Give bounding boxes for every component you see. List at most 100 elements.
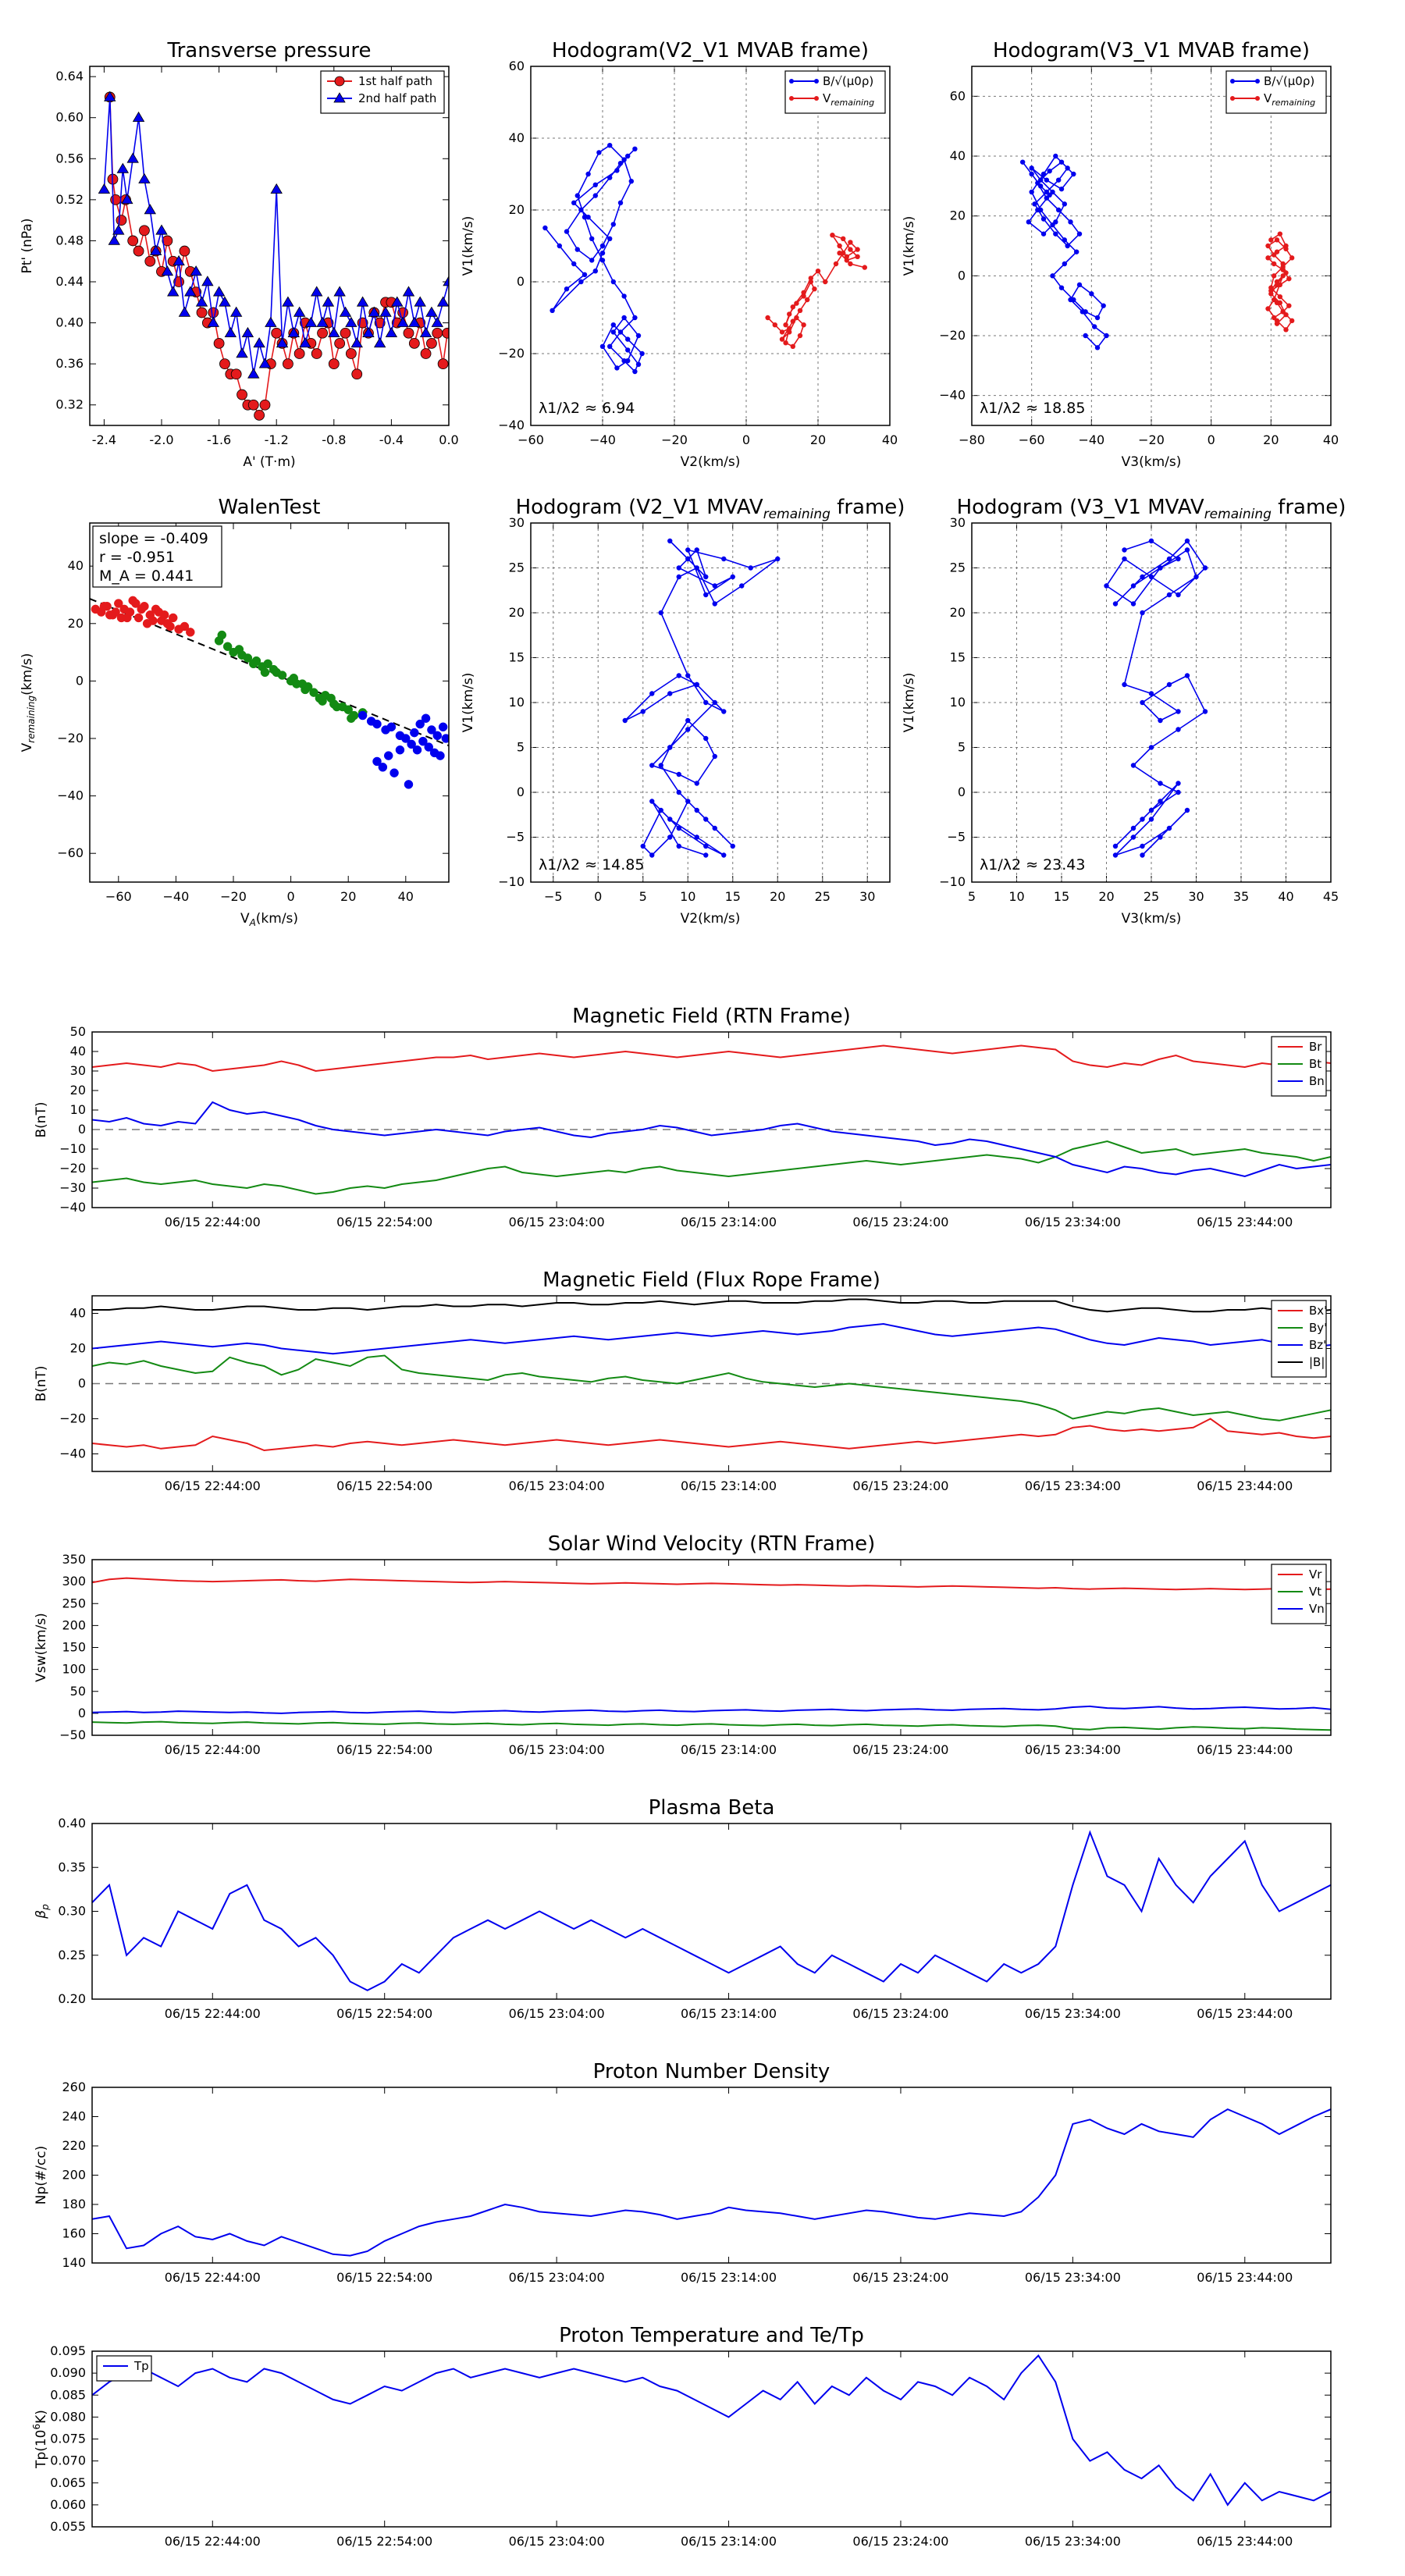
data-point bbox=[391, 296, 404, 307]
data-point bbox=[703, 574, 709, 580]
y-tick-label: 0.055 bbox=[50, 2519, 86, 2534]
y-tick-label: 60 bbox=[950, 88, 966, 103]
data-point bbox=[658, 610, 663, 616]
y-axis-label: B(nT) bbox=[34, 1101, 49, 1137]
data-point bbox=[1140, 699, 1145, 706]
x-tick-label: 06/15 23:34:00 bbox=[1025, 2534, 1121, 2549]
x-tick-label: 06/15 22:54:00 bbox=[336, 1742, 432, 1757]
data-point bbox=[397, 316, 409, 327]
data-point bbox=[1166, 681, 1172, 688]
data-point bbox=[1050, 222, 1055, 228]
plot-area bbox=[92, 1044, 1331, 1195]
legend-entry: Bz' bbox=[1309, 1338, 1326, 1352]
data-point bbox=[438, 722, 448, 732]
data-point bbox=[167, 286, 180, 297]
data-point bbox=[607, 343, 613, 349]
data-point bbox=[277, 671, 287, 680]
data-point bbox=[332, 702, 342, 712]
data-point bbox=[1166, 825, 1172, 831]
data-point bbox=[276, 337, 289, 348]
y-tick-label: −10 bbox=[939, 874, 966, 889]
x-tick-label: 06/15 22:44:00 bbox=[165, 1215, 261, 1229]
y-tick-label: 15 bbox=[509, 650, 525, 665]
x-tick-label: −80 bbox=[959, 432, 985, 447]
data-point bbox=[622, 717, 628, 724]
y-axis-label: βp bbox=[34, 1904, 51, 1920]
series-v-remaining bbox=[1265, 231, 1295, 333]
data-point bbox=[356, 296, 369, 307]
y-tick-label: 30 bbox=[509, 515, 525, 530]
y-tick-label: 0 bbox=[517, 785, 525, 799]
data-point bbox=[830, 233, 835, 238]
data-point bbox=[730, 574, 735, 580]
y-tick-label: −40 bbox=[498, 418, 525, 432]
data-point bbox=[1277, 294, 1283, 300]
data-point bbox=[131, 599, 140, 608]
legend-entry: Vt bbox=[1309, 1585, 1321, 1599]
series-line bbox=[1105, 539, 1207, 856]
data-point bbox=[362, 326, 375, 338]
data-point bbox=[812, 286, 817, 292]
series-2nd-half-path bbox=[98, 91, 449, 379]
y-tick-label: 0.36 bbox=[55, 356, 84, 371]
data-point bbox=[649, 852, 655, 858]
y-axis-label: Pt' (nPa) bbox=[20, 219, 35, 274]
data-point bbox=[378, 763, 388, 772]
x-tick-label: 06/15 23:14:00 bbox=[681, 1215, 777, 1229]
data-point bbox=[351, 368, 363, 380]
x-tick-label: 30 bbox=[1188, 889, 1204, 904]
y-tick-label: 200 bbox=[62, 1617, 86, 1632]
data-point bbox=[271, 327, 283, 339]
data-point bbox=[110, 194, 122, 205]
data-point bbox=[412, 745, 422, 755]
data-point bbox=[862, 265, 868, 270]
y-tick-label: 10 bbox=[950, 695, 966, 710]
data-point bbox=[779, 336, 785, 342]
data-point bbox=[1184, 538, 1190, 544]
x-tick-label: 06/15 23:24:00 bbox=[852, 1478, 948, 1493]
series-tp bbox=[92, 2354, 1331, 2507]
data-point bbox=[253, 337, 265, 348]
data-point bbox=[1112, 852, 1119, 858]
data-point bbox=[1068, 219, 1073, 225]
x-tick-label: 20 bbox=[1263, 432, 1279, 447]
legend-entry: Br bbox=[1309, 1040, 1322, 1054]
data-point bbox=[1062, 261, 1068, 267]
data-point bbox=[578, 207, 584, 213]
data-point bbox=[1062, 237, 1068, 243]
y-tick-label: −5 bbox=[947, 830, 966, 845]
plot-frame bbox=[971, 522, 1332, 883]
data-point bbox=[133, 245, 144, 257]
data-point bbox=[1176, 592, 1181, 598]
data-point bbox=[322, 296, 335, 307]
data-point bbox=[1280, 309, 1286, 315]
y-axis-label: V1(km/s) bbox=[902, 216, 917, 276]
data-point bbox=[1044, 195, 1050, 201]
data-point bbox=[162, 235, 173, 247]
chart-title: Hodogram(V2_V1 MVAB frame) bbox=[552, 39, 869, 62]
x-tick-label: 0 bbox=[742, 432, 750, 447]
data-point bbox=[841, 251, 846, 256]
legend-marker bbox=[789, 79, 794, 84]
data-point bbox=[855, 247, 860, 252]
data-point bbox=[557, 243, 562, 249]
data-point bbox=[247, 368, 260, 379]
legend-entry: |B| bbox=[1309, 1355, 1325, 1369]
data-point bbox=[155, 224, 168, 235]
y-tick-label: 0 bbox=[78, 1706, 86, 1720]
data-point bbox=[345, 348, 357, 359]
data-point bbox=[676, 789, 681, 795]
data-point bbox=[703, 843, 709, 849]
data-point bbox=[1277, 231, 1283, 237]
series-segment-2 bbox=[214, 630, 368, 723]
data-point bbox=[790, 343, 795, 349]
data-point bbox=[1148, 817, 1154, 822]
data-point bbox=[599, 258, 606, 263]
data-point bbox=[585, 215, 591, 220]
plot-frame bbox=[89, 522, 450, 883]
data-point bbox=[1040, 216, 1047, 222]
data-point bbox=[437, 358, 449, 370]
y-tick-label: 100 bbox=[62, 1662, 86, 1677]
data-point bbox=[1040, 171, 1047, 177]
